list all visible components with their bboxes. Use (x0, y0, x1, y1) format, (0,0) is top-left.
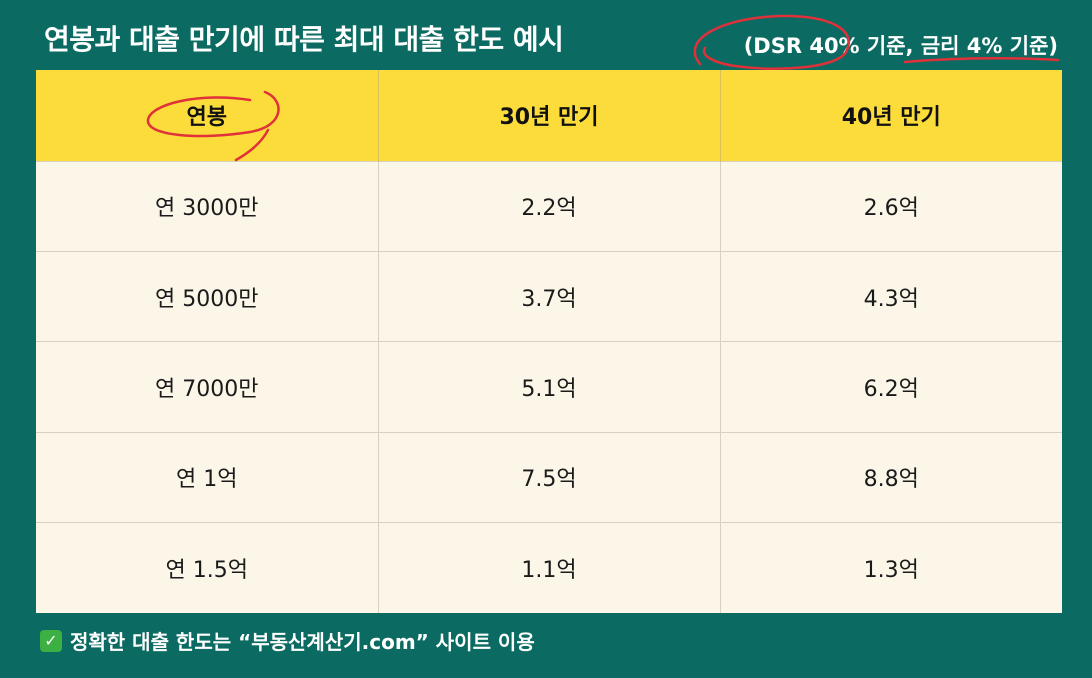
limit-40y-cell: 4.3억 (720, 250, 1062, 342)
limit-40y-cell: 2.6억 (720, 160, 1062, 252)
limit-30y-cell: 2.2억 (378, 160, 721, 252)
table: 연봉 30년 만기 40년 만기 연 3000만 2.2억 2.6억 연 500… (36, 70, 1062, 613)
footnote: ✓ 정확한 대출 한도는 “부동산계산기.com” 사이트 이용 (40, 626, 535, 655)
salary-cell: 연 5000만 (36, 250, 379, 342)
limit-40y-cell: 8.8억 (720, 431, 1062, 523)
table-row: 연 5000만 3.7억 4.3억 (36, 250, 1062, 342)
check-icon: ✓ (40, 629, 62, 652)
limit-30y-cell: 7.5억 (378, 431, 721, 523)
table-row: 연 7000만 5.1억 6.2억 (36, 341, 1062, 433)
salary-cell: 연 7000만 (36, 341, 379, 433)
footnote-text: 정확한 대출 한도는 “부동산계산기.com” 사이트 이용 (70, 630, 535, 654)
table-header-row: 연봉 30년 만기 40년 만기 (36, 70, 1062, 161)
limit-30y-cell: 5.1억 (378, 341, 721, 433)
header-40-year: 40년 만기 (720, 70, 1062, 161)
header-30-year: 30년 만기 (378, 70, 721, 161)
table-row: 연 3000만 2.2억 2.6억 (36, 160, 1062, 252)
table-row: 연 1.5억 1.1억 1.3억 (36, 522, 1062, 613)
loan-limit-table: 연봉 30년 만기 40년 만기 연 3000만 2.2억 2.6억 연 500… (36, 70, 1062, 613)
limit-40y-cell: 1.3억 (720, 522, 1062, 613)
salary-cell: 연 1억 (36, 431, 379, 523)
header-salary: 연봉 (36, 70, 379, 161)
salary-cell: 연 1.5억 (36, 522, 379, 613)
salary-cell: 연 3000만 (36, 160, 379, 252)
page-title: 연봉과 대출 만기에 따른 최대 대출 한도 예시 (44, 23, 564, 56)
limit-40y-cell: 6.2억 (720, 341, 1062, 433)
limit-30y-cell: 1.1억 (378, 522, 721, 613)
criteria-note: (DSR 40% 기준, 금리 4% 기준) (743, 34, 1058, 58)
table-row: 연 1억 7.5억 8.8억 (36, 431, 1062, 523)
limit-30y-cell: 3.7억 (378, 250, 721, 342)
